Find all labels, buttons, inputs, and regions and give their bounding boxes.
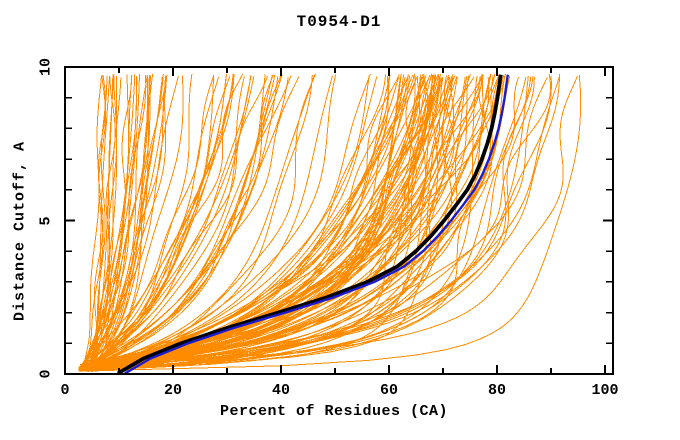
ensemble-curve — [83, 76, 535, 372]
ensemble-curve — [93, 74, 234, 371]
ensemble-curve — [94, 73, 371, 369]
ensemble-curve — [88, 77, 560, 368]
ensemble-curve — [94, 76, 279, 367]
x-tick-label: 0 — [60, 382, 70, 399]
ensemble-curve — [92, 77, 116, 372]
ensemble-curve — [94, 73, 492, 371]
ensemble-curve — [87, 74, 560, 366]
ensemble-curve — [91, 76, 245, 372]
ensemble-curve — [91, 75, 333, 369]
ensemble-curve — [78, 77, 418, 371]
ensemble-curve — [89, 74, 439, 367]
ensemble-curve — [78, 75, 582, 372]
ensemble-curve — [87, 75, 184, 369]
ensemble-curve — [79, 74, 266, 366]
ensemble-curve — [85, 73, 506, 372]
ensemble-curve — [89, 75, 578, 366]
y-tick-label: 10 — [37, 57, 55, 77]
ensemble-curve — [81, 75, 133, 369]
ensemble-curve — [93, 77, 150, 366]
ensemble-curve — [83, 74, 168, 367]
ensemble-curve — [87, 74, 454, 369]
ensemble-curve — [79, 76, 231, 370]
ensemble-curve — [81, 74, 147, 372]
ensemble-curve — [83, 76, 255, 366]
ensemble-curve — [85, 73, 193, 370]
ensemble-curve — [79, 76, 400, 367]
ensemble-curve — [80, 74, 471, 368]
ensemble-curve — [84, 75, 529, 366]
ensemble-curve — [89, 76, 485, 369]
y-tick-label: 5 — [37, 215, 55, 226]
ensemble-curve — [91, 77, 437, 369]
ensemble-curve — [86, 75, 478, 371]
ensemble-curve — [89, 74, 148, 369]
highlighted-model-blue — [124, 74, 509, 375]
ensemble-curve — [79, 75, 152, 369]
ensemble-curve — [82, 75, 102, 369]
ensemble-curve — [81, 73, 440, 366]
ensemble-curve — [93, 76, 416, 369]
ensemble-curve — [80, 74, 505, 366]
ensemble-curve — [88, 75, 167, 366]
highlighted-model-black — [116, 74, 503, 376]
ensemble-curve — [86, 75, 168, 370]
x-tick-label: 60 — [379, 382, 399, 399]
ensemble-curve — [92, 76, 552, 367]
ensemble-curve — [91, 74, 107, 368]
y-axis-label: Distance Cutoff, A — [11, 140, 29, 322]
x-tick-label: 20 — [163, 382, 183, 399]
ensemble-curve — [94, 76, 401, 369]
y-tick-label: 0 — [37, 369, 55, 379]
ensemble-curve — [91, 75, 252, 366]
ensemble-curve — [83, 77, 439, 371]
ensemble-curve — [82, 76, 179, 366]
ensemble-curve — [80, 73, 483, 371]
ensemble-curve — [81, 74, 276, 371]
ensemble-curve — [82, 76, 532, 369]
ensemble-curve — [92, 76, 220, 366]
ensemble-curve — [78, 76, 441, 369]
ensemble-curve — [90, 77, 422, 371]
x-tick-label: 100 — [591, 382, 619, 399]
ensemble-curve — [93, 75, 370, 366]
ensemble-curve — [89, 75, 313, 367]
ensemble-curve — [80, 76, 451, 366]
ensemble-curve — [78, 75, 106, 370]
ensemble-curve — [87, 74, 130, 366]
chart-title: T0954-D1 — [296, 13, 382, 31]
x-tick-label: 80 — [487, 382, 507, 399]
ensemble-curve — [91, 74, 484, 372]
x-tick-label: 40 — [271, 382, 291, 399]
ensemble-curve — [89, 74, 227, 369]
ensemble-curve — [90, 73, 551, 370]
ensemble-curve — [90, 73, 317, 372]
ensemble-curve — [89, 74, 491, 370]
ensemble-curve — [87, 74, 337, 370]
ensemble-curve — [81, 76, 527, 372]
ensemble-curve — [80, 75, 268, 367]
ensemble-curve — [82, 76, 492, 369]
x-axis-label: Percent of Residues (CA) — [219, 403, 449, 420]
ensemble-curve — [80, 76, 289, 370]
ensemble-curve — [91, 77, 122, 371]
